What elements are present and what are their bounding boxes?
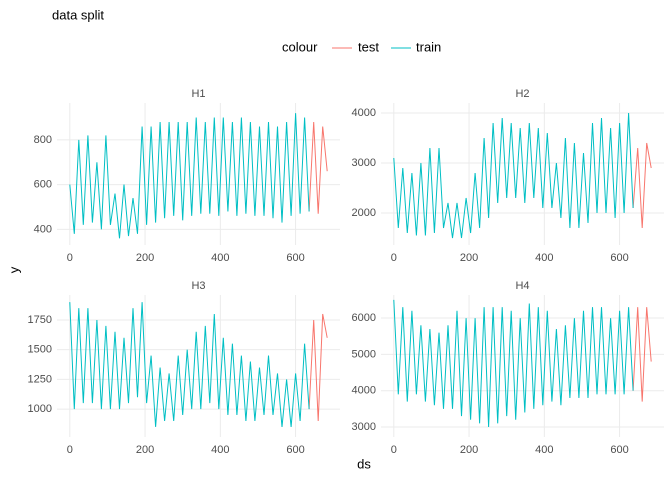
x-tick-label: 200: [460, 444, 478, 456]
y-tick-label: 5000: [352, 348, 376, 360]
y-tick-label: 1000: [28, 403, 52, 415]
x-tick-label: 400: [535, 444, 553, 456]
series-line: [308, 313, 328, 422]
x-tick-label: 0: [391, 252, 397, 264]
y-tick-label: 1500: [28, 344, 52, 356]
y-tick-label: 1250: [28, 373, 52, 385]
series-line: [393, 299, 634, 428]
legend-title: colour: [282, 39, 318, 54]
x-tick-label: 200: [136, 444, 154, 456]
x-tick-label: 200: [136, 252, 154, 264]
x-tick-label: 400: [211, 252, 229, 264]
y-tick-label: 6000: [352, 312, 376, 324]
chart-title: data split: [52, 7, 104, 22]
series-line: [69, 302, 310, 427]
panel-title: H4: [515, 280, 529, 292]
x-tick-label: 400: [535, 252, 553, 264]
y-axis-label: y: [6, 266, 21, 273]
x-tick-label: 200: [460, 252, 478, 264]
y-tick-label: 800: [34, 134, 52, 146]
x-tick-label: 600: [610, 444, 628, 456]
series-line: [632, 142, 652, 229]
y-tick-label: 400: [34, 223, 52, 235]
series-line: [393, 112, 634, 239]
panel-title: H2: [515, 88, 529, 100]
y-tick-label: 2000: [352, 207, 376, 219]
x-tick-label: 600: [610, 252, 628, 264]
y-tick-label: 3000: [352, 421, 376, 433]
y-tick-label: 4000: [352, 385, 376, 397]
x-axis-label: ds: [357, 456, 371, 471]
y-tick-label: 600: [34, 179, 52, 191]
y-tick-label: 1750: [28, 314, 52, 326]
x-tick-label: 400: [211, 444, 229, 456]
x-tick-label: 600: [286, 444, 304, 456]
legend-label: test: [358, 39, 379, 54]
x-tick-label: 0: [67, 444, 73, 456]
x-tick-label: 0: [391, 444, 397, 456]
series-line: [69, 113, 310, 239]
x-tick-label: 0: [67, 252, 73, 264]
panel-title: H1: [191, 88, 205, 100]
y-tick-label: 3000: [352, 157, 376, 169]
series-line: [632, 307, 652, 402]
series-line: [308, 121, 328, 214]
legend-label: train: [416, 39, 441, 54]
panel-title: H3: [191, 280, 205, 292]
y-tick-label: 4000: [352, 107, 376, 119]
x-tick-label: 600: [286, 252, 304, 264]
